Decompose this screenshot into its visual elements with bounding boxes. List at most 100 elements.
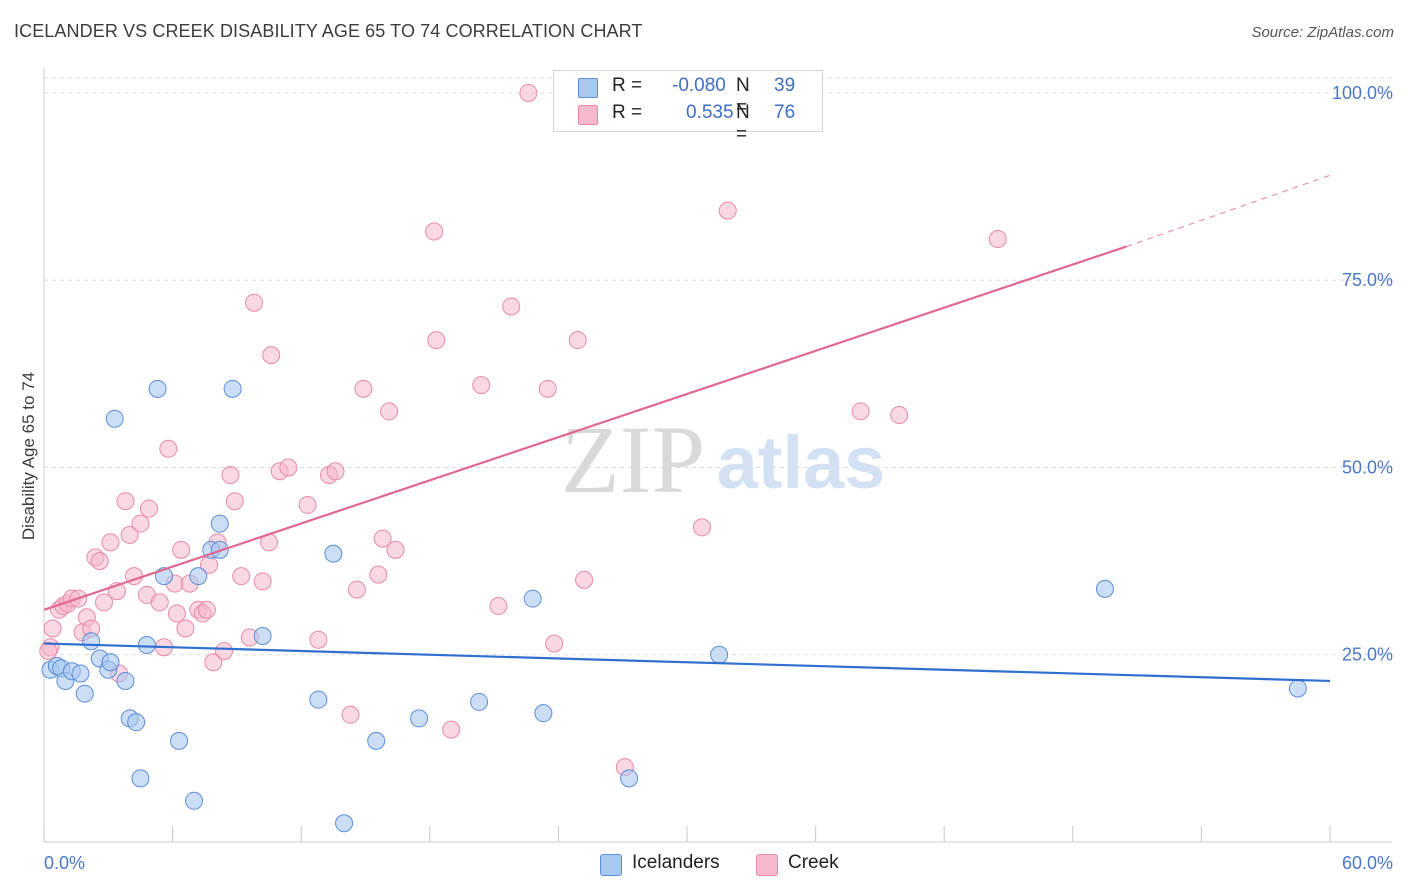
creek-point [309, 630, 328, 649]
creek-legend-label: Creek [788, 852, 839, 873]
icelanders-point [335, 814, 354, 833]
creek-point [150, 593, 169, 612]
chart-title: ICELANDER VS CREEK DISABILITY AGE 65 TO … [14, 21, 643, 41]
x-tick-label-max: 60.0% [1342, 853, 1393, 873]
creek-point [39, 642, 58, 660]
icelanders-point [324, 544, 343, 563]
y-axis-label: Disability Age 65 to 74 [19, 372, 38, 540]
icelanders-point [131, 769, 150, 788]
creek-point [43, 619, 62, 638]
creek-point [538, 379, 557, 398]
creek-point [90, 552, 109, 571]
creek-point [215, 642, 234, 660]
icelanders-points [41, 379, 1307, 833]
grid-lines [44, 77, 1392, 656]
icelanders-point [75, 684, 94, 703]
icelanders-point [1288, 679, 1307, 698]
creek-point [519, 83, 538, 102]
creek-point [116, 492, 135, 511]
correlation-legend: R = -0.080 N = 39 R = 0.535 N = 76 [553, 70, 823, 145]
creek-point [890, 406, 909, 425]
icelanders-point [534, 704, 553, 723]
creek-trend-line [43, 245, 1127, 611]
creek-point [95, 593, 114, 612]
creek-n-value: 76 [774, 102, 796, 123]
creek-point [369, 565, 388, 584]
icelanders-point [710, 645, 729, 664]
creek-point [204, 653, 223, 672]
y-tick-label: 50.0% [1342, 457, 1393, 477]
icelanders-trend-line [43, 642, 1331, 683]
creek-point [988, 230, 1007, 249]
creek-point [341, 705, 360, 724]
icelanders-n-value: 39 [774, 75, 796, 96]
creek-point [851, 402, 870, 421]
creek-point [131, 514, 150, 533]
icelanders-point [410, 709, 429, 728]
creek-point [442, 720, 461, 739]
icelanders-point [148, 379, 167, 398]
creek-point [489, 597, 508, 616]
icelanders-point [253, 627, 272, 646]
creek-point [232, 567, 251, 586]
creek-point [167, 604, 186, 623]
creek-point [279, 458, 298, 477]
creek-point [140, 499, 159, 518]
creek-legend-swatch [756, 854, 778, 876]
watermark-atlas: atlas [717, 421, 886, 504]
tick-labels: 25.0% 50.0% 75.0% 100.0% 0.0% 60.0% [44, 83, 1393, 873]
icelanders-point [82, 632, 101, 651]
y-tick-label: 25.0% [1342, 645, 1393, 665]
creek-point [347, 580, 366, 599]
creek-points [39, 83, 1007, 777]
creek-point [575, 570, 594, 589]
icelanders-point [137, 636, 156, 655]
creek-point [245, 293, 264, 312]
creek-r-label: R = [612, 102, 643, 123]
watermark-zip: ZIP [561, 406, 705, 513]
creek-point [120, 525, 139, 544]
creek-point [386, 540, 405, 559]
icelanders-point [210, 514, 229, 533]
y-tick-label: 75.0% [1342, 270, 1393, 290]
icelanders-legend-swatch [600, 854, 622, 876]
icelanders-point [309, 690, 328, 709]
icelanders-point [127, 713, 146, 732]
icelanders-point [170, 731, 189, 750]
icelanders-r-label: R = [612, 75, 643, 96]
creek-point [502, 297, 521, 316]
icelanders-point [1095, 579, 1114, 598]
icelanders-point [105, 409, 124, 428]
creek-point [373, 529, 392, 548]
creek-n-label: N = [736, 102, 750, 145]
axes [43, 68, 1392, 843]
chart-source: Source: ZipAtlas.com [1251, 24, 1394, 41]
icelanders-swatch [578, 78, 598, 98]
trend-lines [43, 174, 1331, 683]
creek-point [298, 495, 317, 514]
icelanders-point [223, 379, 242, 398]
creek-point [380, 402, 399, 421]
creek-point [326, 462, 345, 481]
icelanders-point [523, 589, 542, 608]
creek-point [221, 465, 240, 484]
y-tick-label: 100.0% [1332, 83, 1393, 103]
creek-point [176, 619, 195, 638]
icelanders-point [189, 567, 208, 586]
creek-point [425, 222, 444, 241]
creek-point [545, 634, 564, 653]
creek-point [718, 201, 737, 220]
creek-point [472, 376, 491, 395]
creek-swatch [578, 105, 598, 125]
creek-point [225, 492, 244, 511]
creek-trend-extension [1126, 174, 1331, 248]
creek-point [253, 572, 272, 591]
icelanders-point [116, 671, 135, 690]
icelanders-point [101, 653, 120, 672]
x-tick-label-min: 0.0% [44, 853, 85, 873]
creek-point [427, 331, 446, 350]
icelanders-r-value: -0.080 [672, 75, 726, 96]
icelanders-point [470, 692, 489, 711]
creek-point [693, 518, 712, 537]
